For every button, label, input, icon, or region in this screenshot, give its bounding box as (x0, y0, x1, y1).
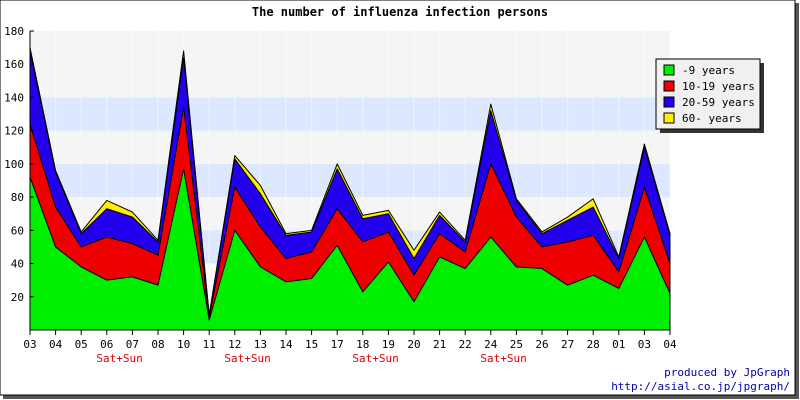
weekend-label: Sat+Sun (352, 352, 398, 365)
credit-produced-by: produced by JpGraph (664, 366, 790, 379)
weekend-label: Sat+Sun (224, 352, 270, 365)
y-tick-label: 140 (4, 91, 24, 104)
x-tick-label: 12 (228, 338, 241, 351)
y-tick-label: 100 (4, 158, 24, 171)
x-tick-label: 06 (100, 338, 113, 351)
y-tick-label: 80 (11, 191, 24, 204)
x-tick-label: 24 (484, 338, 498, 351)
y-tick-label: 60 (11, 224, 24, 237)
legend-label-2: 20-59 years (682, 96, 755, 109)
x-tick-label: 10 (177, 338, 190, 351)
x-tick-label: 27 (561, 338, 574, 351)
x-tick-label: 18 (356, 338, 369, 351)
legend-swatch-0 (663, 64, 675, 76)
x-tick-label: 01 (612, 338, 625, 351)
stacked-areas (29, 47, 671, 331)
x-tick-label: 15 (305, 338, 318, 351)
y-tick-label: 180 (4, 25, 24, 38)
area-series-0 (29, 168, 671, 331)
y-tick-label: 160 (4, 58, 24, 71)
weekend-label: Sat+Sun (480, 352, 526, 365)
legend: -9 years 10-19 years 20-59 years 60- years (655, 58, 764, 133)
axes (29, 31, 670, 331)
legend-swatch-2 (663, 96, 675, 108)
x-tick-label: 21 (433, 338, 446, 351)
x-tick-label: 04 (663, 338, 677, 351)
x-tick-label: 22 (459, 338, 472, 351)
legend-label-1: 10-19 years (682, 80, 755, 93)
background-band (30, 130, 670, 164)
weekend-labels: Sat+Sun Sat+Sun Sat+Sun Sat+Sun (96, 352, 526, 365)
x-tick-label: 19 (382, 338, 395, 351)
credit-url[interactable]: http://asial.co.jp/jpgraph/ (611, 380, 790, 393)
x-tick-label: 11 (203, 338, 216, 351)
weekend-label: Sat+Sun (96, 352, 142, 365)
x-tick-label: 08 (151, 338, 164, 351)
x-tick-label: 03 (23, 338, 36, 351)
legend-label-0: -9 years (682, 64, 735, 77)
legend-swatch-3 (663, 112, 675, 124)
x-tick-label: 25 (510, 338, 523, 351)
legend-swatch-1 (663, 80, 675, 92)
x-tick-label: 26 (535, 338, 548, 351)
chart-title: The number of influenza infection person… (252, 5, 548, 19)
y-tick-label: 40 (11, 258, 24, 271)
x-tick-label: 28 (587, 338, 600, 351)
x-tick-labels: 03 04 05 06 07 08 10 11 12 13 14 15 17 18 19 20 21 22 24 25… (23, 330, 677, 351)
x-tick-label: 04 (49, 338, 63, 351)
x-tick-label: 17 (331, 338, 344, 351)
x-tick-label: 03 (638, 338, 651, 351)
y-tick-label: 120 (4, 125, 24, 138)
background-band (30, 64, 670, 98)
x-tick-label: 13 (254, 338, 267, 351)
x-tick-label: 05 (75, 338, 88, 351)
x-tick-label: 07 (126, 338, 139, 351)
x-tick-label: 20 (407, 338, 420, 351)
background-band (30, 97, 670, 131)
background-band (30, 31, 670, 65)
legend-label-3: 60- years (682, 112, 742, 125)
legend-items: -9 years 10-19 years 20-59 years 60- years (663, 64, 755, 125)
x-tick-label: 14 (279, 338, 293, 351)
y-tick-labels: 20 40 60 80 100 120 140 160 180 (4, 25, 34, 304)
y-tick-label: 20 (11, 291, 24, 304)
